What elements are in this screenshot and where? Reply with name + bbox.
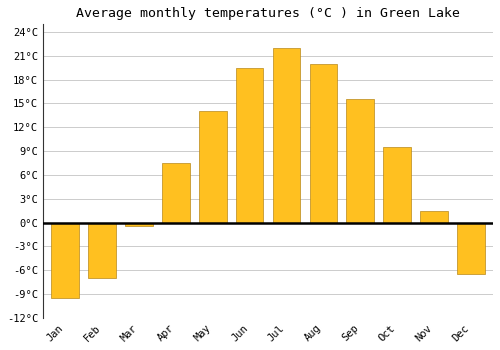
Title: Average monthly temperatures (°C ) in Green Lake: Average monthly temperatures (°C ) in Gr… <box>76 7 460 20</box>
Bar <box>457 223 485 274</box>
Bar <box>88 223 116 278</box>
Bar <box>199 111 226 223</box>
Bar <box>384 147 411 223</box>
Bar <box>346 99 374 223</box>
Bar <box>420 211 448 223</box>
Bar <box>310 64 337 223</box>
Bar <box>52 223 79 298</box>
Bar <box>125 223 153 226</box>
Bar <box>162 163 190 223</box>
Bar <box>272 48 300 223</box>
Bar <box>236 68 264 223</box>
